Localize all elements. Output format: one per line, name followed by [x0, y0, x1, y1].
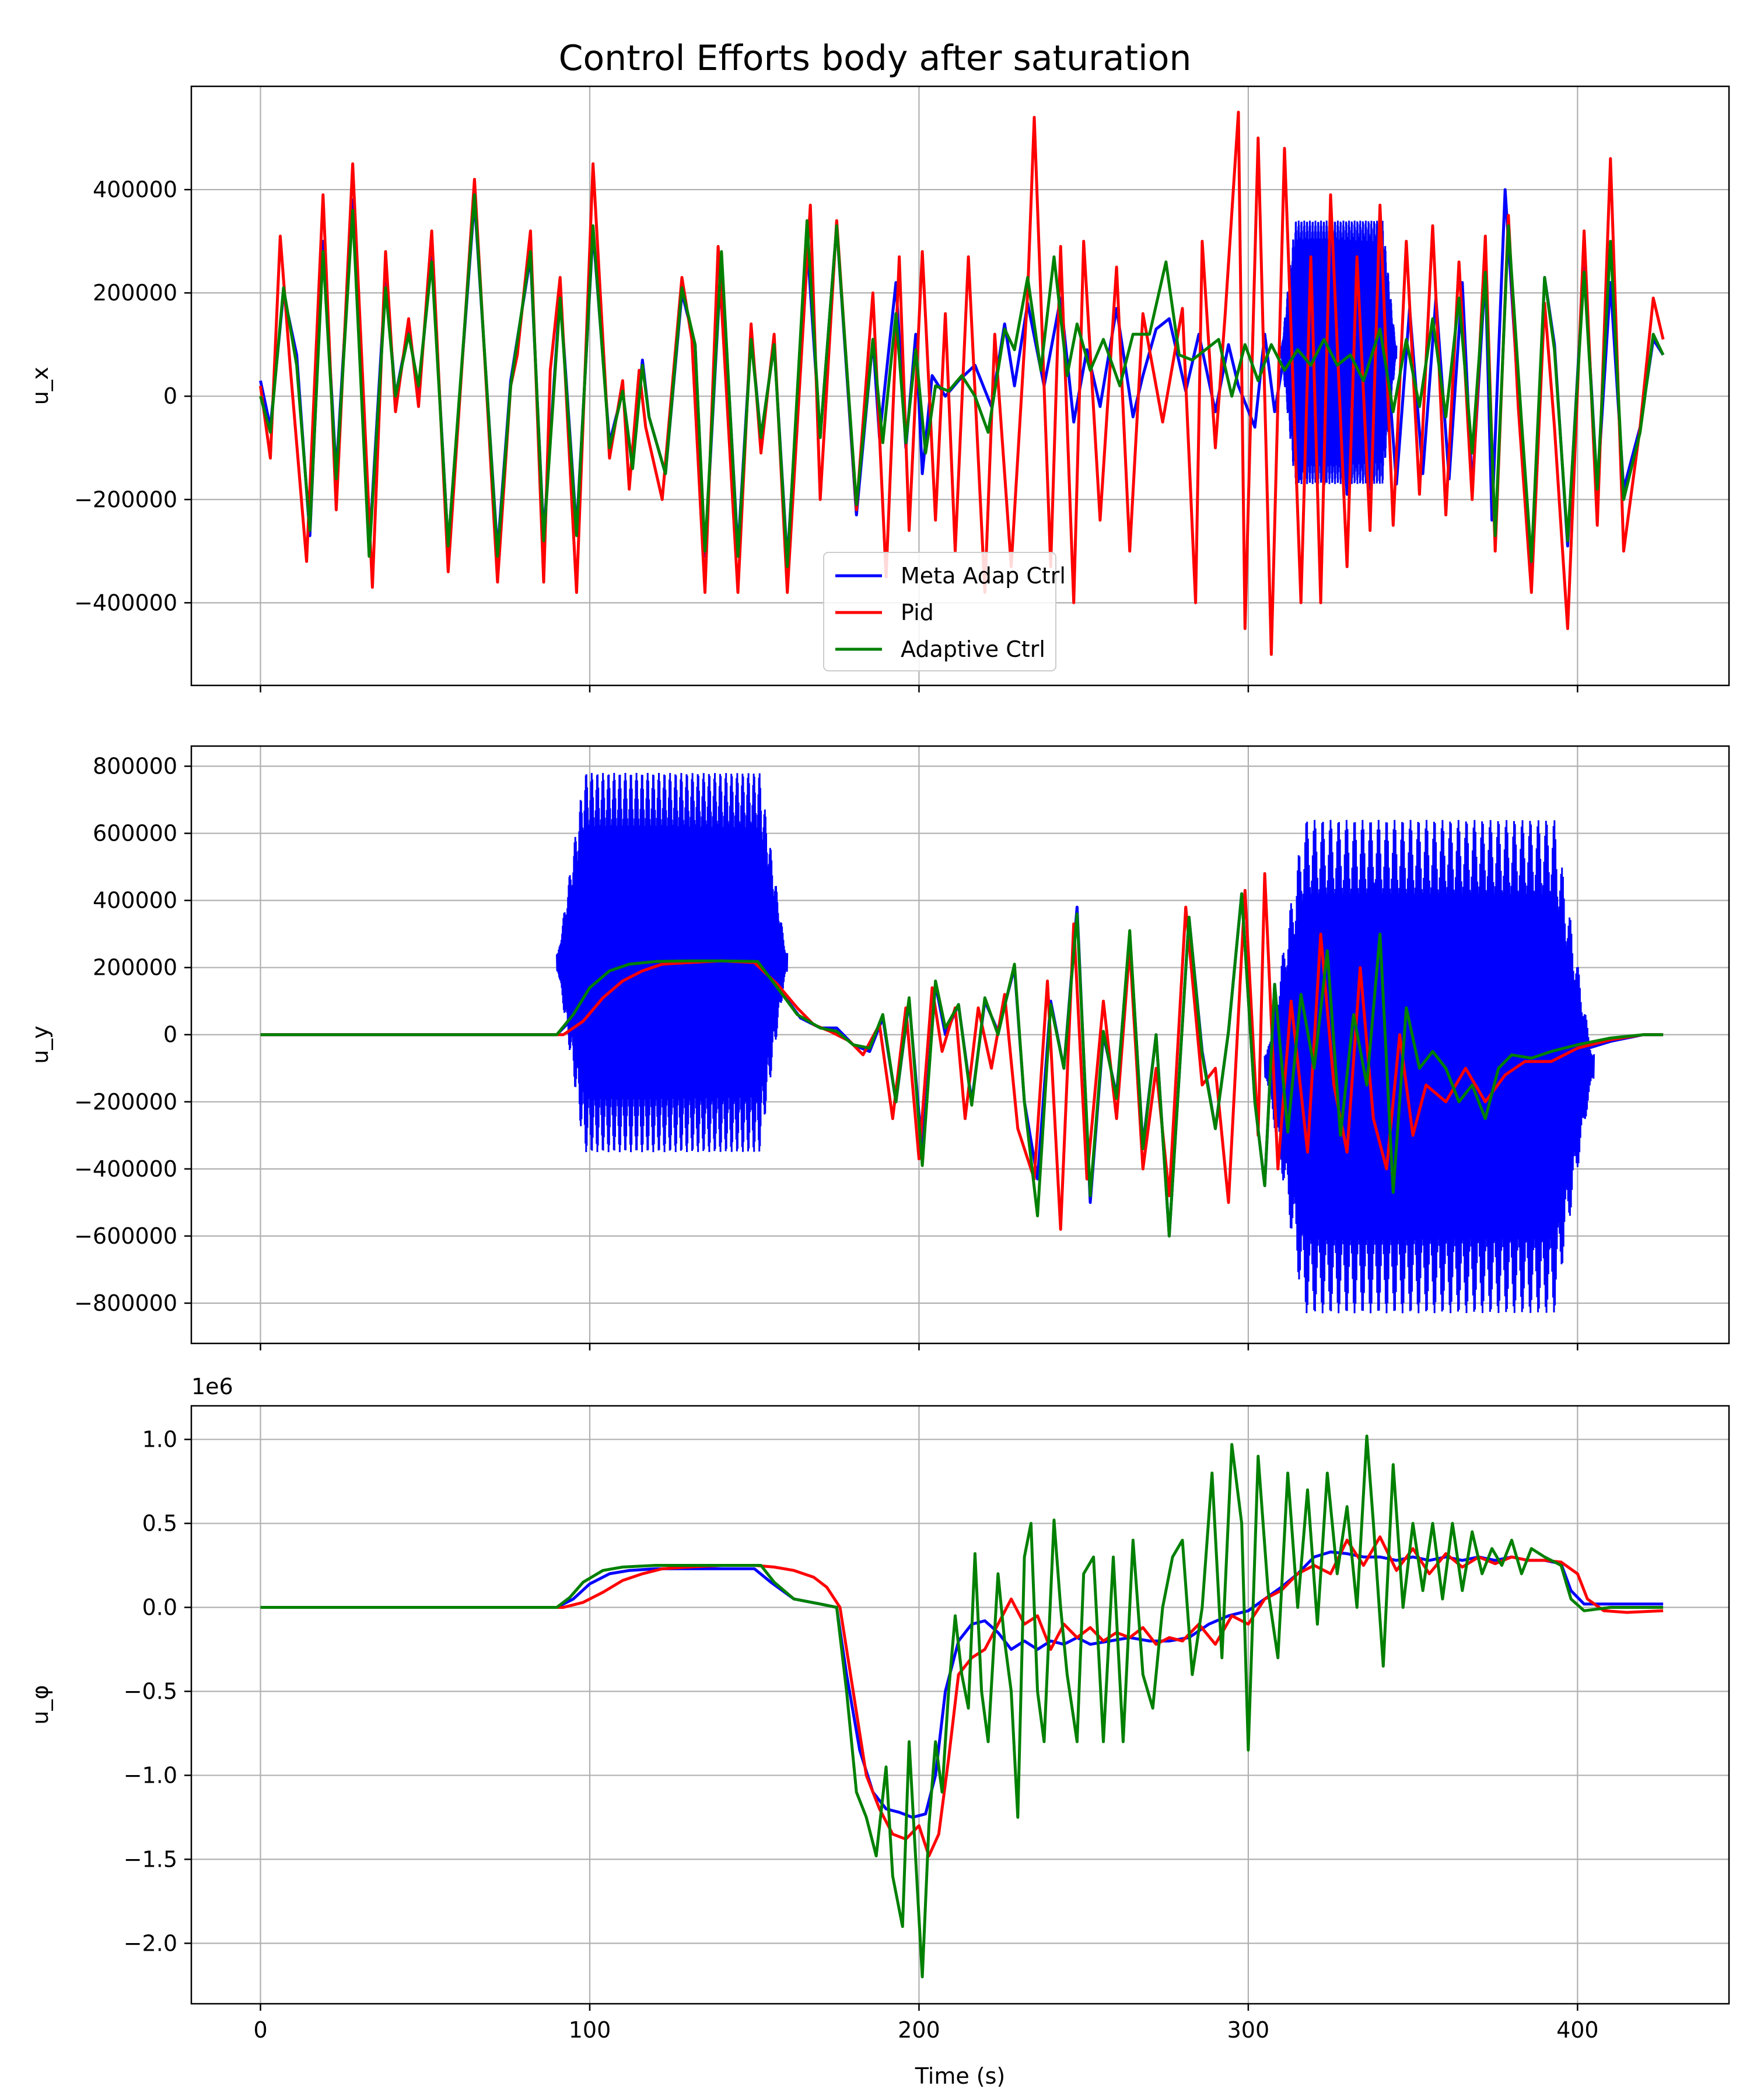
y-tick-label: −800000 — [74, 1290, 177, 1316]
y-tick-label: −1.5 — [124, 1846, 177, 1872]
y-tick-label: 0 — [163, 383, 177, 409]
y-axis-label: u_φ — [27, 1685, 53, 1724]
x-tick-label: 300 — [1227, 2017, 1270, 2043]
y-tick-label: −400000 — [74, 590, 177, 615]
y-tick-label: −0.5 — [124, 1678, 177, 1704]
x-tick-label: 0 — [253, 2017, 267, 2043]
y-axis-label: u_y — [27, 1026, 53, 1064]
legend: Meta Adap Ctrl Pid Adaptive Ctrl — [824, 552, 1066, 671]
y-tick-label: −400000 — [74, 1156, 177, 1182]
x-tick-label: 200 — [898, 2017, 940, 2043]
y-offset-text: 1e6 — [191, 1374, 233, 1399]
y-tick-label: −200000 — [74, 487, 177, 512]
y-tick-label: −1.0 — [124, 1762, 177, 1788]
y-tick-label: 600000 — [93, 821, 177, 846]
legend-entry: Pid — [901, 600, 934, 625]
legend-entry: Adaptive Ctrl — [901, 636, 1045, 662]
y-tick-label: 200000 — [93, 955, 177, 981]
y-tick-label: −600000 — [74, 1223, 177, 1249]
x-tick-label: 400 — [1556, 2017, 1599, 2043]
y-tick-label: 400000 — [93, 888, 177, 914]
y-tick-label: 0 — [163, 1022, 177, 1048]
y-tick-label: 200000 — [93, 280, 177, 306]
y-tick-label: 1.0 — [142, 1427, 177, 1452]
y-tick-label: 0.5 — [142, 1511, 177, 1536]
y-tick-label: 800000 — [93, 754, 177, 779]
y-axis-label: u_x — [27, 367, 53, 405]
x-tick-label: 100 — [569, 2017, 611, 2043]
legend-entry: Meta Adap Ctrl — [901, 563, 1066, 589]
y-tick-label: −2.0 — [124, 1930, 177, 1956]
y-tick-label: 400000 — [93, 177, 177, 202]
y-tick-label: 0.0 — [142, 1595, 177, 1620]
y-tick-label: −200000 — [74, 1089, 177, 1115]
chart-title: Control Efforts body after saturation — [559, 38, 1192, 79]
x-axis-label: Time (s) — [915, 2063, 1006, 2089]
